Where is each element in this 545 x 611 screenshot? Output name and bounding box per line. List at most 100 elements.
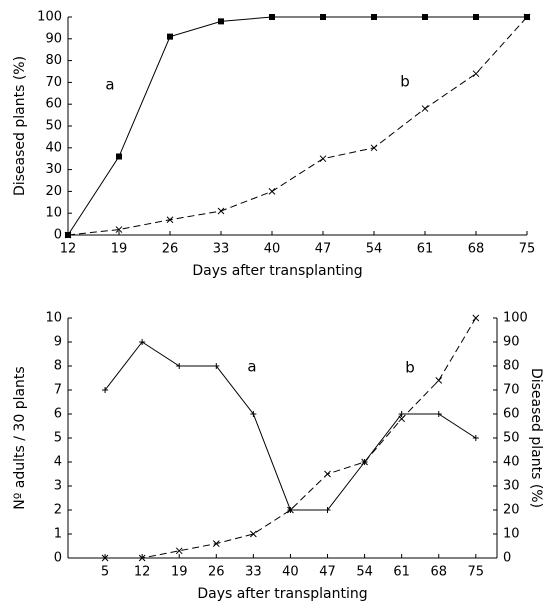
marker	[212, 540, 220, 547]
series-label: a	[247, 358, 256, 376]
y2-tick-label: 70	[503, 383, 520, 398]
marker	[218, 18, 224, 25]
series-label: a	[105, 76, 114, 94]
y2-tick-label: 30	[503, 479, 520, 494]
marker	[324, 470, 331, 478]
y-tick-label: 100	[37, 10, 62, 25]
marker	[101, 554, 109, 562]
x-tick-label: 12	[60, 242, 77, 257]
y2-tick-label: 40	[503, 455, 520, 470]
y-tick-label: 30	[45, 162, 62, 177]
marker	[435, 411, 442, 417]
y-tick-label: 80	[45, 53, 62, 68]
y-tick-label: 10	[45, 311, 62, 326]
y2-tick-label: 60	[503, 407, 520, 422]
y-tick-label: 6	[54, 407, 62, 422]
marker	[361, 458, 368, 466]
marker	[472, 70, 480, 78]
y2-tick-label: 20	[503, 503, 520, 518]
y-tick-label: 7	[54, 383, 62, 398]
y-tick-label: 8	[54, 359, 62, 374]
marker	[472, 435, 479, 441]
x-tick-label: 26	[208, 565, 225, 580]
marker	[116, 153, 122, 160]
y-tick-label: 1	[54, 527, 62, 542]
marker	[213, 363, 220, 369]
marker	[435, 377, 443, 384]
marker	[287, 506, 294, 514]
marker	[166, 216, 174, 224]
y-tick-label: 9	[54, 335, 62, 350]
x-tick-label: 12	[134, 565, 151, 580]
y2-tick-label: 90	[503, 335, 520, 350]
marker	[422, 14, 428, 20]
x-tick-label: 40	[282, 565, 299, 580]
y-tick-label: 20	[45, 184, 62, 199]
y-tick-label: 10	[45, 206, 62, 221]
y-tick-label: 5	[54, 431, 62, 446]
x-tick-label: 40	[264, 242, 281, 257]
marker	[176, 363, 183, 369]
marker	[370, 144, 378, 152]
y2-tick-label: 100	[503, 311, 528, 326]
marker	[324, 507, 331, 513]
y2-tick-label: 0	[503, 551, 511, 566]
marker	[102, 387, 109, 393]
x-tick-label: 47	[315, 242, 332, 257]
marker	[64, 231, 72, 239]
y2-tick-label: 80	[503, 359, 520, 374]
x-axis-label: Days after transplanting	[197, 586, 367, 602]
x-tick-label: 33	[213, 242, 230, 257]
marker	[139, 339, 146, 345]
marker	[398, 415, 406, 423]
x-tick-label: 75	[468, 565, 485, 580]
y-tick-label: 70	[45, 75, 62, 90]
y2-axis-label: Diseased plants (%)	[528, 368, 544, 508]
y-tick-label: 4	[54, 455, 62, 470]
x-axis-label: Days after transplanting	[192, 263, 362, 279]
marker	[473, 14, 479, 20]
x-tick-label: 26	[162, 242, 179, 257]
x-tick-label: 54	[356, 565, 373, 580]
x-tick-label: 19	[171, 565, 188, 580]
marker	[167, 33, 173, 40]
x-tick-label: 75	[519, 242, 536, 257]
y2-tick-label: 10	[503, 527, 520, 542]
x-tick-label: 47	[319, 565, 336, 580]
x-tick-label: 68	[430, 565, 447, 580]
x-tick-label: 54	[366, 242, 383, 257]
series-line	[104, 341, 477, 511]
x-tick-label: 61	[393, 565, 410, 580]
y-tick-label: 40	[45, 140, 62, 155]
y-tick-label: 0	[54, 551, 62, 566]
marker	[472, 314, 480, 322]
y-tick-label: 90	[45, 31, 62, 46]
y-tick-label: 60	[45, 97, 62, 112]
marker	[523, 13, 531, 21]
y-axis-label: Diseased plants (%)	[12, 56, 28, 196]
series-label: b	[400, 73, 410, 91]
x-tick-label: 19	[111, 242, 128, 257]
marker	[268, 188, 276, 195]
marker	[115, 226, 123, 233]
x-tick-label: 33	[245, 565, 262, 580]
marker	[421, 105, 429, 112]
marker	[319, 155, 327, 163]
x-tick-label: 61	[417, 242, 434, 257]
y2-tick-label: 50	[503, 431, 520, 446]
marker	[138, 554, 146, 562]
marker	[217, 207, 225, 215]
marker	[371, 14, 377, 20]
marker	[398, 411, 405, 417]
marker	[175, 547, 183, 555]
marker	[250, 530, 257, 538]
y-tick-label: 3	[54, 479, 62, 494]
series-line	[67, 16, 527, 236]
x-tick-label: 68	[468, 242, 485, 257]
series-line	[67, 16, 528, 236]
marker	[250, 411, 257, 417]
y-tick-label: 50	[45, 119, 62, 134]
x-tick-label: 5	[101, 565, 109, 580]
y-tick-label: 2	[54, 503, 62, 518]
